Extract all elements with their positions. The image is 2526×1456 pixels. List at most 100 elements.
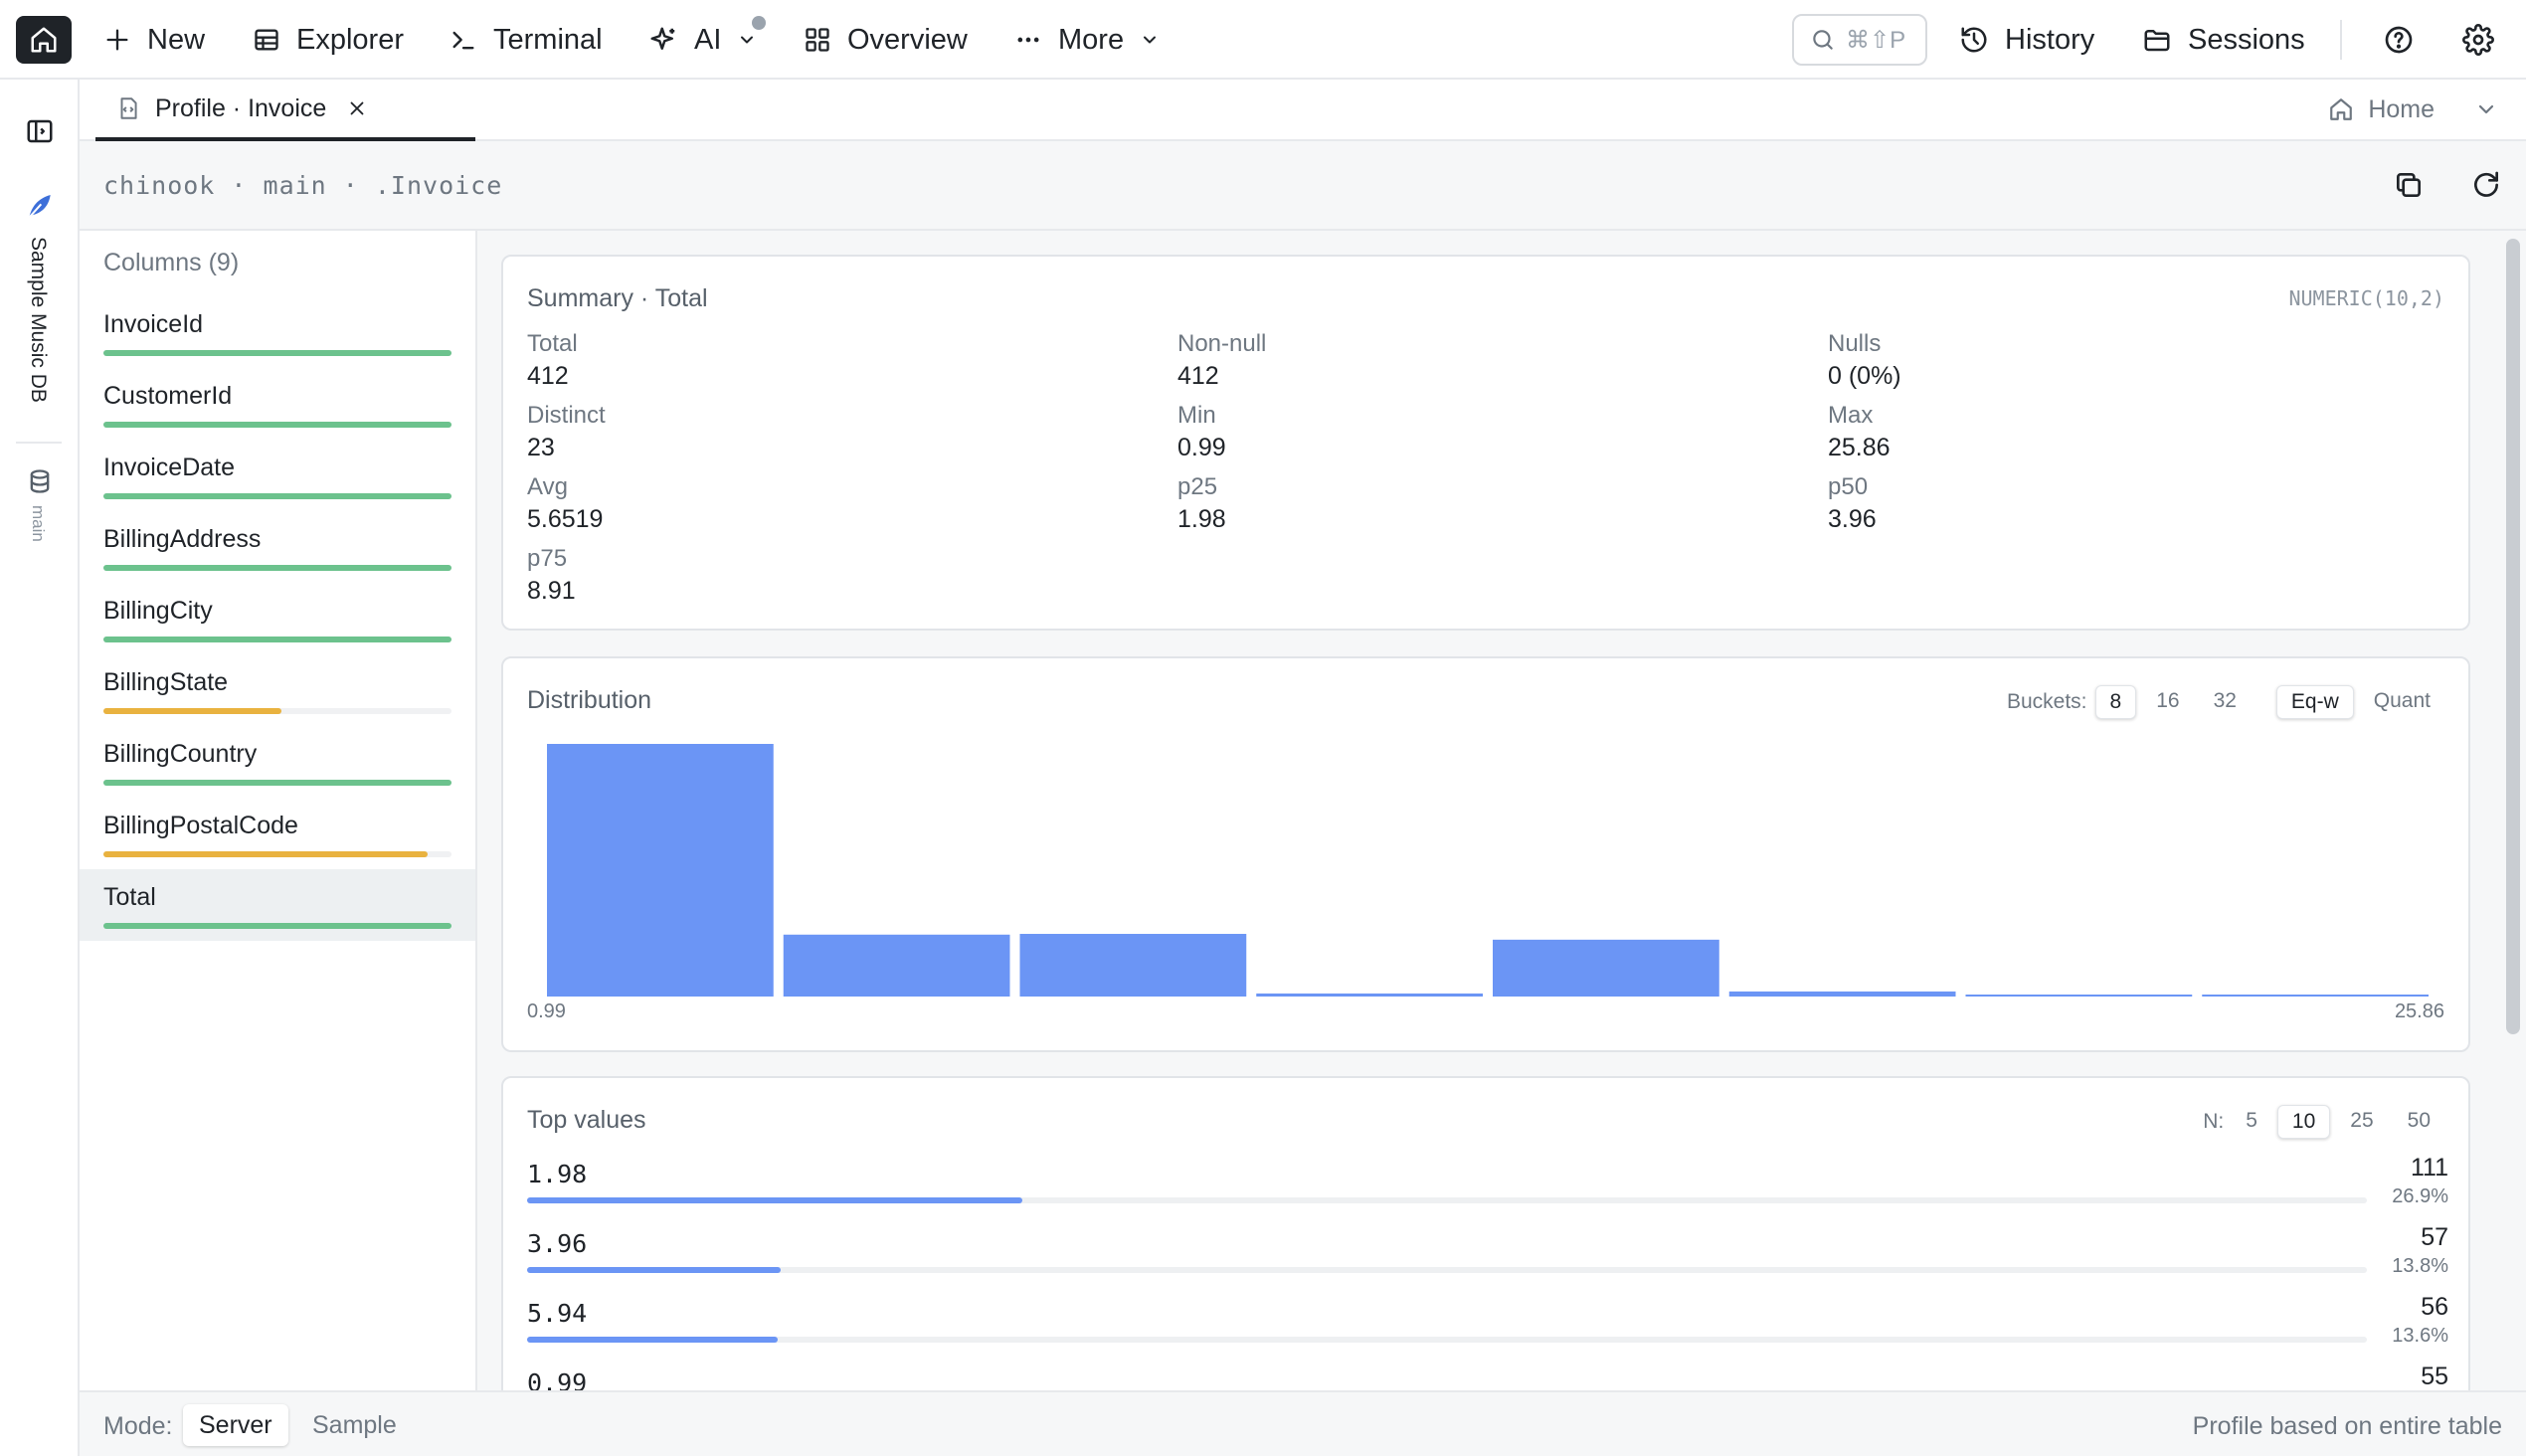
- column-name: InvoiceId: [103, 310, 204, 338]
- more-button[interactable]: More: [1014, 16, 1160, 64]
- x-min-label: 0.99: [527, 1001, 566, 1022]
- status-footer: Mode: Server Sample Profile based on ent…: [80, 1390, 2526, 1456]
- distribution-controls: Buckets: 8 16 32 Eq-w Quant: [2007, 682, 2444, 722]
- stat-value: 23: [527, 434, 555, 461]
- column-item[interactable]: BillingPostalCode: [80, 798, 475, 869]
- histogram-bar[interactable]: [1019, 934, 1247, 997]
- explorer-button[interactable]: Explorer: [253, 16, 404, 64]
- home-tab-button[interactable]: Home: [2328, 80, 2498, 139]
- main-scrollbar[interactable]: [2500, 231, 2526, 1390]
- home-icon: [2330, 98, 2353, 120]
- summary-stat: Min 0.99: [1177, 402, 1226, 462]
- top-n-option[interactable]: 5: [2246, 1109, 2257, 1132]
- chevron-down-icon[interactable]: [2474, 97, 2498, 121]
- help-button[interactable]: [2375, 16, 2423, 64]
- histogram-bar[interactable]: [1728, 991, 1956, 997]
- top-toolbar: New Explorer Terminal AI Overview More ⌘…: [0, 0, 2526, 80]
- tab-bar: Profile · Invoice Home: [80, 80, 2526, 141]
- top-value-row[interactable]: 0.99 55: [527, 1363, 2448, 1390]
- histogram-bar[interactable]: [1965, 995, 2193, 997]
- refresh-button[interactable]: [2462, 161, 2510, 209]
- settings-button[interactable]: [2454, 16, 2502, 64]
- completeness-track: [103, 708, 451, 714]
- toggle-sidebar-button[interactable]: [16, 107, 64, 155]
- completeness-bar: [103, 422, 451, 428]
- binning-mode-option[interactable]: Eq-w: [2275, 685, 2354, 719]
- breadcrumb-bar: chinook · main · .Invoice: [80, 141, 2526, 231]
- top-n-option[interactable]: 10: [2276, 1105, 2331, 1139]
- column-item[interactable]: InvoiceId: [80, 296, 475, 368]
- stat-label: Min: [1177, 402, 1216, 429]
- stat-value: 1.98: [1177, 505, 1226, 533]
- top-value-row[interactable]: 3.96 57 13.8%: [527, 1223, 2448, 1293]
- top-value-row[interactable]: 1.98 111 26.9%: [527, 1154, 2448, 1223]
- mode-sample-option[interactable]: Sample: [312, 1410, 397, 1439]
- stat-label: Non-null: [1177, 330, 1267, 357]
- top-value-row[interactable]: 5.94 56 13.6%: [527, 1293, 2448, 1363]
- column-type-badge: NUMERIC(10,2): [2288, 286, 2444, 310]
- column-item[interactable]: CustomerId: [80, 368, 475, 440]
- copy-button[interactable]: [2385, 161, 2433, 209]
- binning-mode-options: Eq-w Quant: [2275, 685, 2444, 719]
- summary-stat: p75 8.91: [527, 545, 576, 606]
- overview-button[interactable]: Overview: [804, 16, 968, 64]
- scrollbar-thumb[interactable]: [2506, 239, 2520, 1034]
- completeness-track: [103, 923, 451, 929]
- summary-stat: Max 25.86: [1828, 402, 1891, 462]
- histogram-bar[interactable]: [1256, 993, 1483, 997]
- stat-value: 412: [1177, 362, 1219, 390]
- close-icon[interactable]: [346, 97, 368, 119]
- database-name-label[interactable]: Sample Music DB: [27, 237, 50, 403]
- column-item[interactable]: BillingState: [80, 654, 475, 726]
- history-button[interactable]: History: [1959, 16, 2094, 64]
- top-value-bar: [527, 1267, 782, 1273]
- sidebar-toggle-icon: [27, 119, 53, 143]
- new-button[interactable]: New: [103, 16, 205, 64]
- tab-profile-invoice[interactable]: Profile · Invoice: [95, 80, 475, 141]
- column-item[interactable]: BillingAddress: [80, 511, 475, 583]
- column-name: BillingCity: [103, 597, 213, 625]
- top-n-option[interactable]: 25: [2350, 1109, 2374, 1132]
- stat-value: 5.6519: [527, 505, 604, 533]
- top-value-percent: 13.6%: [2392, 1325, 2448, 1347]
- ai-button[interactable]: AI: [648, 16, 757, 64]
- chevron-down-icon: [1144, 36, 1157, 44]
- home-button[interactable]: [16, 16, 72, 64]
- mode-server-option[interactable]: Server: [183, 1404, 288, 1446]
- histogram-bar[interactable]: [2202, 995, 2429, 997]
- completeness-bar: [103, 350, 451, 356]
- stat-label: Total: [527, 330, 578, 357]
- stat-label: Distinct: [527, 402, 606, 429]
- completeness-bar: [103, 851, 428, 857]
- command-search[interactable]: ⌘⇧P: [1792, 14, 1927, 66]
- sessions-button[interactable]: Sessions: [2142, 16, 2305, 64]
- bucket-count-option[interactable]: 16: [2156, 689, 2180, 712]
- terminal-button[interactable]: Terminal: [450, 16, 603, 64]
- summary-title: Summary · Total: [527, 284, 708, 312]
- column-item[interactable]: Total: [80, 869, 475, 941]
- columns-header: Columns (9): [103, 249, 240, 276]
- completeness-bar: [103, 565, 451, 571]
- histogram-bar[interactable]: [547, 744, 774, 997]
- top-value-count: 111: [2410, 1154, 2448, 1182]
- column-item[interactable]: BillingCity: [80, 583, 475, 654]
- completeness-bar: [103, 780, 451, 786]
- top-n-option[interactable]: 50: [2407, 1109, 2431, 1132]
- column-item[interactable]: InvoiceDate: [80, 440, 475, 511]
- bucket-count-option[interactable]: 32: [2213, 689, 2237, 712]
- column-item[interactable]: BillingCountry: [80, 726, 475, 798]
- stat-value: 0.99: [1177, 434, 1226, 461]
- completeness-track: [103, 422, 451, 428]
- tab-label: Profile · Invoice: [155, 93, 327, 122]
- completeness-bar: [103, 493, 451, 499]
- schema-item[interactable]: [16, 457, 64, 505]
- bucket-options: 8 16 32: [2094, 685, 2251, 719]
- histogram-bar[interactable]: [1493, 939, 1719, 997]
- bucket-count-option[interactable]: 8: [2094, 685, 2137, 719]
- stat-label: Nulls: [1828, 330, 1882, 357]
- database-connection-item[interactable]: [16, 183, 64, 231]
- histogram-bar[interactable]: [783, 934, 1010, 997]
- schema-name-label[interactable]: main: [29, 505, 48, 542]
- binning-mode-option[interactable]: Quant: [2373, 689, 2431, 712]
- more-dots-icon: [1017, 37, 1039, 43]
